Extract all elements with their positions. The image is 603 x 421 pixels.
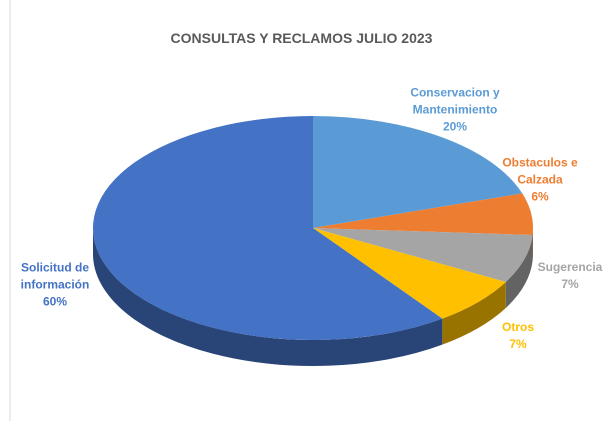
data-label: Solicitud de información 60% [10,260,100,311]
category-label: Obstaculos e Calzada [502,155,578,187]
value-label: 7% [561,277,579,291]
slice [313,193,533,236]
value-label: 20% [442,119,468,134]
value-label: 6% [531,189,549,204]
slice [92,116,443,340]
data-label: Obstaculos e Calzada 6% [500,155,580,206]
slice-side [93,228,443,366]
category-label: Solicitud de información [20,260,90,292]
slice [313,116,523,228]
slice [313,228,506,319]
category-label: Conservacion y Mantenimiento [410,85,500,117]
slice [313,228,533,282]
chart-title: CONSULTAS Y RECLAMOS JULIO 2023 [170,30,433,46]
category-label: Otros [501,320,534,334]
slice-side [442,281,506,345]
value-label: 7% [509,337,527,351]
value-label: 60% [42,294,68,309]
data-label: Conservacion y Mantenimiento 20% [395,85,515,136]
category-label: Sugerencia [537,260,603,274]
data-label: Otros 7% [488,319,548,353]
slice-side [505,235,533,308]
data-label: Sugerencia 7% [525,259,603,293]
